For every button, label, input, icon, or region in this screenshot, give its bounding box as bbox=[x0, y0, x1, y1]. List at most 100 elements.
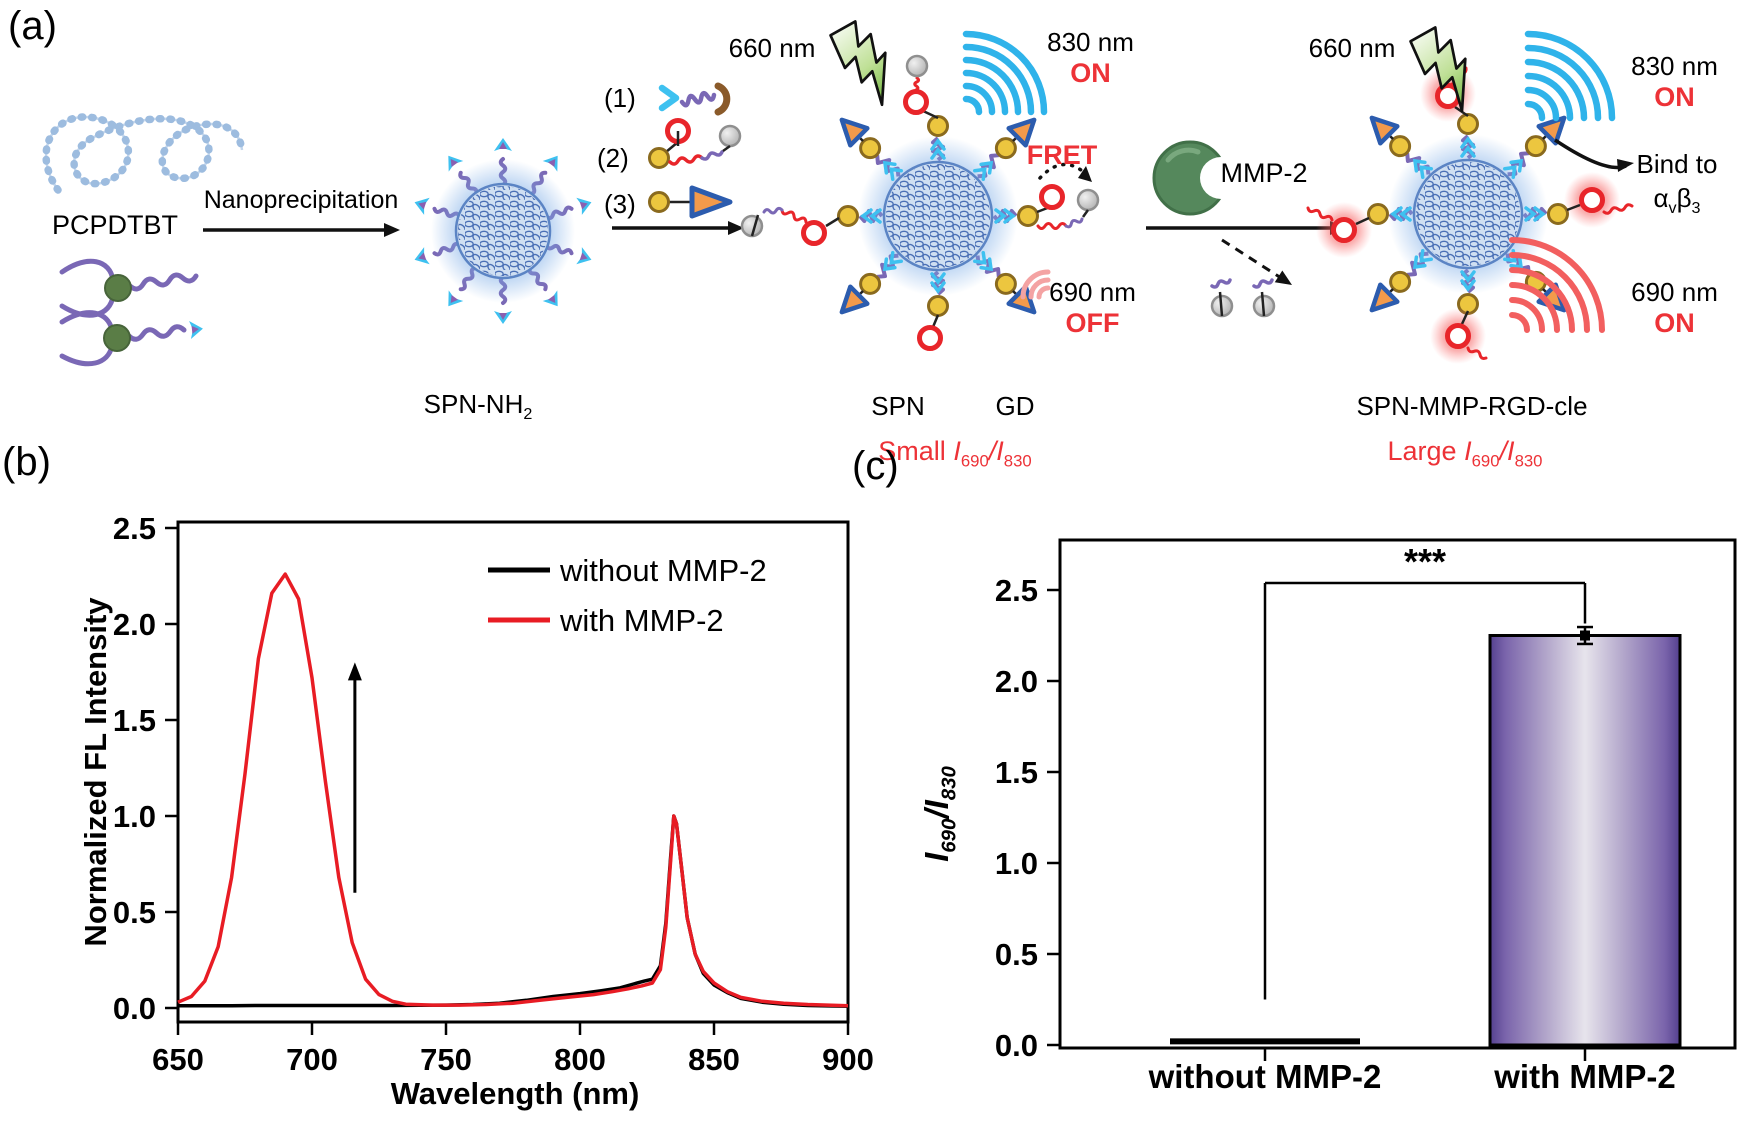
panel-c-ylabel: I690/I830 bbox=[918, 684, 962, 944]
svg-text:1.0: 1.0 bbox=[113, 799, 156, 834]
svg-text:1.5: 1.5 bbox=[113, 703, 156, 738]
svg-text:850: 850 bbox=[688, 1042, 740, 1077]
svg-text:2.5: 2.5 bbox=[113, 511, 156, 546]
svg-text:0.5: 0.5 bbox=[995, 937, 1038, 972]
polymer-molecule-2 bbox=[59, 310, 203, 367]
signal-690-right-waves-icon bbox=[1509, 237, 1605, 333]
fret-label: FRET bbox=[1026, 140, 1098, 170]
significance-bracket bbox=[1263, 581, 1587, 1000]
small-word: Small bbox=[878, 436, 946, 466]
ratio-bar-chart: 0.0 0.5 1.0 1.5 2.0 2.5 *** bbox=[995, 538, 1737, 1063]
svg-text:800: 800 bbox=[554, 1042, 606, 1077]
spn-nh2-sub: 2 bbox=[523, 405, 533, 424]
svg-text:1.0: 1.0 bbox=[995, 846, 1038, 881]
signal-830-label: 830 nm bbox=[1047, 27, 1134, 57]
mmp2-enzyme-icon bbox=[1152, 140, 1242, 216]
signal-690-label: 690 nm bbox=[1049, 277, 1136, 307]
svg-text:900: 900 bbox=[822, 1042, 874, 1077]
signal-830-right-label: 830 nm bbox=[1631, 51, 1718, 81]
large-i1: I bbox=[1464, 436, 1472, 466]
significance-stars: *** bbox=[1404, 541, 1446, 582]
polymer-molecule-1 bbox=[59, 258, 199, 318]
category-without-mmp2: without MMP-2 bbox=[1148, 1058, 1382, 1095]
signal-830-right-waves-icon bbox=[1524, 30, 1616, 122]
bind-to-label: Bind to bbox=[1636, 149, 1718, 179]
small-ratio-label: Small I690/I830 bbox=[835, 436, 1075, 471]
svg-text:2.0: 2.0 bbox=[113, 607, 156, 642]
reagent-3-icon bbox=[648, 185, 733, 219]
signal-690-state: OFF bbox=[1065, 308, 1120, 338]
panel-c-label: (c) bbox=[852, 444, 899, 488]
small-i2: I bbox=[996, 436, 1004, 466]
panel-a-label: (a) bbox=[8, 4, 57, 48]
error-bar bbox=[1577, 625, 1593, 646]
reagent-1-number: (1) bbox=[604, 83, 636, 113]
signal-690-right-state: ON bbox=[1654, 308, 1695, 338]
large-word: Large bbox=[1387, 436, 1457, 466]
reagent-1-icon bbox=[658, 82, 731, 116]
gd-label: GD bbox=[995, 391, 1035, 421]
excitation-660-label: 660 nm bbox=[728, 33, 816, 63]
c-yl-s1: 690 bbox=[937, 818, 961, 853]
lightning-660-icon bbox=[829, 20, 887, 107]
reagent-2-number: (2) bbox=[597, 143, 629, 173]
svg-text:750: 750 bbox=[420, 1042, 472, 1077]
signal-830-waves-icon bbox=[962, 30, 1048, 116]
integrin-beta: β bbox=[1676, 183, 1692, 213]
fret-arrow bbox=[1038, 162, 1092, 182]
svg-text:without MMP-2: without MMP-2 bbox=[559, 553, 767, 588]
svg-text:2.0: 2.0 bbox=[995, 664, 1038, 699]
spn-gd-decorations bbox=[740, 54, 1100, 351]
svg-text:0.0: 0.0 bbox=[995, 1028, 1038, 1063]
small-sep: / bbox=[988, 436, 997, 466]
c-yl-sep: / bbox=[918, 809, 955, 819]
integrin-alpha: α bbox=[1653, 183, 1669, 213]
svg-text:0.5: 0.5 bbox=[113, 895, 156, 930]
spn-nh2-label: SPN-NH2 bbox=[408, 389, 548, 424]
c-yl-i2: I bbox=[918, 800, 955, 810]
scheme-diagram bbox=[42, 20, 1634, 367]
spn-gd-nanoparticle bbox=[837, 115, 1039, 317]
spn-label: SPN bbox=[871, 391, 925, 421]
large-s1: 690 bbox=[1471, 451, 1500, 471]
large-sep: / bbox=[1499, 436, 1508, 466]
integrin-label: αvβ3 bbox=[1622, 183, 1732, 218]
signal-830-right-state: ON bbox=[1654, 82, 1695, 112]
spn-mmp-rgd-cle-nanoparticle bbox=[1367, 113, 1569, 315]
nanoprecipitation-arrow bbox=[203, 223, 400, 237]
small-s2: 830 bbox=[1003, 451, 1032, 471]
svg-text:1.5: 1.5 bbox=[995, 755, 1038, 790]
large-i2: I bbox=[1507, 436, 1515, 466]
reagent-2-icon bbox=[648, 118, 742, 169]
excitation-660-right-label: 660 nm bbox=[1308, 33, 1396, 63]
category-with-mmp2: with MMP-2 bbox=[1494, 1058, 1676, 1095]
panel-b-xlabel: Wavelength (nm) bbox=[390, 1076, 640, 1111]
panel-b-ylabel: Normalized FL Intensity bbox=[78, 597, 113, 947]
large-ratio-label: Large I690/I830 bbox=[1345, 436, 1585, 471]
svg-text:0.0: 0.0 bbox=[113, 991, 156, 1026]
panel-b-label: (b) bbox=[2, 440, 51, 484]
svg-text:650: 650 bbox=[152, 1042, 204, 1077]
lightning-660-right-icon bbox=[1409, 26, 1467, 113]
spn-nh2-base: SPN-NH bbox=[423, 389, 524, 419]
large-s2: 830 bbox=[1514, 451, 1543, 471]
small-i1: I bbox=[953, 436, 961, 466]
reagent-3-number: (3) bbox=[604, 189, 636, 219]
signal-690-right-label: 690 nm bbox=[1631, 277, 1718, 307]
mmp2-label: MMP-2 bbox=[1220, 158, 1308, 188]
series-without-MMP-2 bbox=[178, 814, 849, 1009]
fl-spectra-chart: 650 700 750 800 850 900 0.0 0.5 1.0 1.5 2.0 2.5 with… bbox=[113, 511, 874, 1077]
mmp2-reaction-arrow bbox=[1146, 221, 1346, 235]
spn-nh2-nanoparticle bbox=[414, 138, 592, 324]
nanoprecipitation-label: Nanoprecipitation bbox=[203, 186, 399, 214]
small-s1: 690 bbox=[960, 451, 989, 471]
bind-to-arrow bbox=[1554, 138, 1634, 172]
svg-text:700: 700 bbox=[286, 1042, 338, 1077]
svg-text:2.5: 2.5 bbox=[995, 573, 1038, 608]
series-with-MMP-2 bbox=[177, 572, 849, 1008]
integrin-v: v bbox=[1668, 199, 1677, 218]
functionalization-arrow bbox=[612, 221, 744, 235]
legend: without MMP-2 with MMP-2 bbox=[488, 553, 767, 638]
c-yl-s2: 830 bbox=[937, 766, 961, 801]
c-yl-i1: I bbox=[918, 852, 955, 862]
